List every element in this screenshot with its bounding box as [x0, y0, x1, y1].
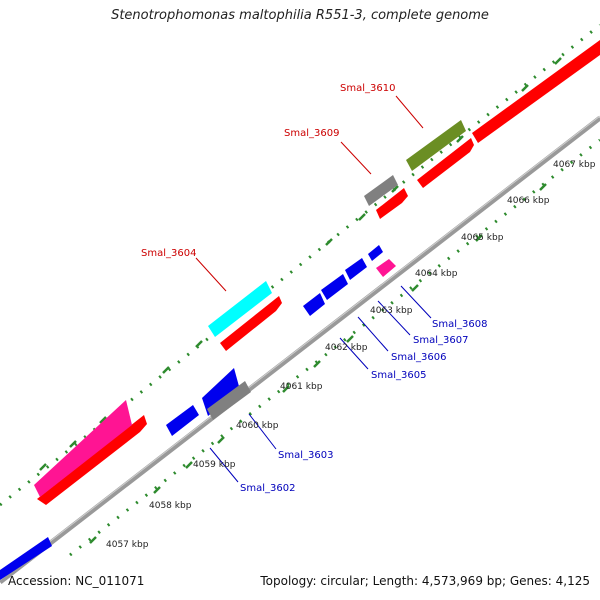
- leader-line-smal-3607: [377, 300, 411, 336]
- major-tick: [185, 461, 193, 469]
- kbp-label: 4060 kbp: [236, 421, 279, 431]
- major-tick: [153, 486, 161, 494]
- gene-feature-blue[interactable]: [0, 537, 52, 580]
- gene-feature-red[interactable]: [376, 188, 408, 219]
- tick-track-outer: [0, 23, 600, 507]
- leader-line-smal-3602: [209, 447, 239, 483]
- gene-feature-blue[interactable]: [166, 405, 199, 436]
- gene-feature-blue[interactable]: [202, 368, 240, 416]
- gene-feature-gray[interactable]: [207, 381, 251, 420]
- gene-label-smal-3604[interactable]: Smal_3604: [141, 248, 196, 259]
- leader-line-smal-3609: [340, 141, 372, 175]
- major-ticks-outer: [39, 57, 562, 471]
- major-tick: [475, 234, 483, 242]
- major-tick: [162, 366, 170, 374]
- major-tick: [456, 135, 464, 143]
- major-tick: [195, 340, 203, 348]
- gene-label-smal-3610[interactable]: Smal_3610: [340, 83, 395, 94]
- major-tick: [282, 385, 290, 393]
- kbp-label: 4064 kbp: [415, 269, 458, 279]
- kbp-label: 4062 kbp: [325, 343, 368, 353]
- gene-feature-blue[interactable]: [321, 274, 348, 300]
- major-tick: [358, 213, 366, 221]
- major-tick: [217, 436, 225, 444]
- major-tick: [391, 185, 399, 193]
- bottom-leaders: [209, 285, 432, 483]
- gene-label-smal-3603[interactable]: Smal_3603: [278, 450, 333, 461]
- major-tick: [521, 84, 529, 92]
- gene-label-smal-3602[interactable]: Smal_3602: [240, 483, 295, 494]
- gene-label-smal-3609[interactable]: Smal_3609: [284, 128, 339, 139]
- kbp-label: 4058 kbp: [149, 501, 192, 511]
- kbp-label: 4067 kbp: [553, 160, 596, 170]
- major-tick: [39, 463, 47, 471]
- gene-feature-gray[interactable]: [364, 175, 398, 206]
- major-tick: [99, 416, 107, 424]
- major-tick: [346, 335, 354, 343]
- gene-feature-magenta[interactable]: [376, 259, 396, 277]
- major-tick: [539, 183, 547, 191]
- kbp-label: 4066 kbp: [507, 196, 550, 206]
- kbp-label: 4061 kbp: [280, 382, 323, 392]
- gene-label-smal-3607[interactable]: Smal_3607: [413, 335, 468, 346]
- kbp-label: 4059 kbp: [193, 460, 236, 470]
- gene-feature-red[interactable]: [220, 296, 282, 351]
- gene-feature-blue[interactable]: [368, 245, 383, 261]
- top-leaders: [195, 95, 424, 292]
- gene-label-smal-3606[interactable]: Smal_3606: [391, 352, 446, 363]
- genome-backbone-highlight: [0, 115, 600, 581]
- accession-label: Accession: NC_011071: [8, 574, 145, 588]
- gene-feature-red[interactable]: [472, 40, 600, 143]
- leader-line-smal-3604: [195, 257, 227, 292]
- gene-feature-blue[interactable]: [345, 258, 367, 280]
- major-tick: [325, 238, 333, 246]
- leader-line-smal-3608: [400, 285, 432, 319]
- page-title: Stenotrophomonas maltophilia R551-3, com…: [111, 8, 489, 23]
- major-tick: [89, 536, 97, 544]
- gene-feature-magenta[interactable]: [34, 400, 132, 497]
- leader-line-smal-3605: [339, 337, 369, 370]
- major-tick: [69, 440, 77, 448]
- genome-backbone: [0, 116, 600, 584]
- gene-feature-cyan[interactable]: [208, 281, 272, 337]
- major-tick: [313, 360, 321, 368]
- leader-line-smal-3610: [395, 95, 424, 129]
- gene-feature-blue[interactable]: [303, 293, 325, 316]
- major-tick: [411, 284, 419, 292]
- kbp-label: 4065 kbp: [461, 233, 504, 243]
- leader-line-smal-3603: [248, 413, 277, 450]
- genome-summary: Topology: circular; Length: 4,573,969 bp…: [260, 574, 590, 588]
- leader-line-smal-3606: [357, 316, 389, 352]
- tick-track-inner: [69, 138, 600, 557]
- gene-label-smal-3605[interactable]: Smal_3605: [371, 370, 426, 381]
- gene-label-smal-3608[interactable]: Smal_3608: [432, 319, 487, 330]
- gene-feature-red[interactable]: [37, 415, 147, 505]
- gene-feature-olive[interactable]: [406, 120, 466, 171]
- major-ticks-inner: [89, 183, 547, 544]
- kbp-label: 4057 kbp: [106, 540, 149, 550]
- major-tick: [554, 57, 562, 65]
- gene-feature-red[interactable]: [417, 138, 474, 188]
- kbp-label: 4063 kbp: [370, 306, 413, 316]
